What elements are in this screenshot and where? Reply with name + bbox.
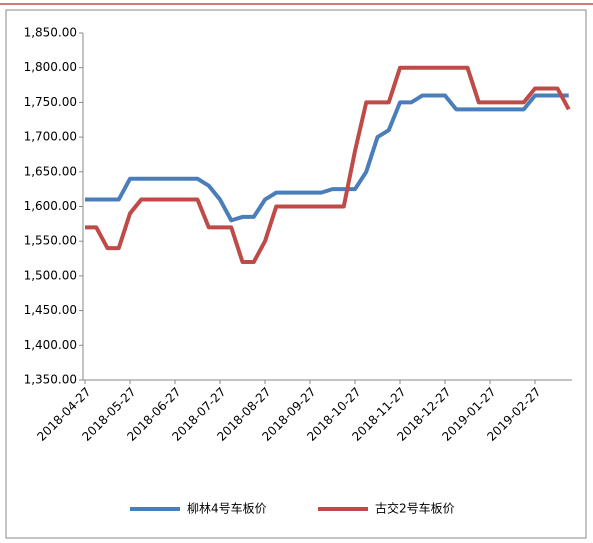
y-tick-label: 1,500.00 bbox=[24, 268, 77, 282]
y-tick-label: 1,550.00 bbox=[24, 234, 77, 248]
y-tick-label: 1,350.00 bbox=[24, 373, 77, 387]
series-line bbox=[85, 65, 571, 265]
y-tick-label: 1,650.00 bbox=[24, 164, 77, 178]
series-line bbox=[85, 93, 569, 223]
y-tick-label: 1,800.00 bbox=[24, 60, 77, 74]
y-tick-label: 1,850.00 bbox=[24, 26, 77, 40]
chart-frame bbox=[5, 9, 587, 539]
y-tick-label: 1,750.00 bbox=[24, 95, 77, 109]
legend-label: 古交2号车板价 bbox=[375, 501, 455, 516]
y-tick-label: 1,400.00 bbox=[24, 338, 77, 352]
y-tick-label: 1,700.00 bbox=[24, 130, 77, 144]
y-tick-label: 1,450.00 bbox=[24, 303, 77, 317]
y-tick-label: 1,600.00 bbox=[24, 199, 77, 213]
legend-label: 柳林4号车板价 bbox=[187, 501, 267, 516]
